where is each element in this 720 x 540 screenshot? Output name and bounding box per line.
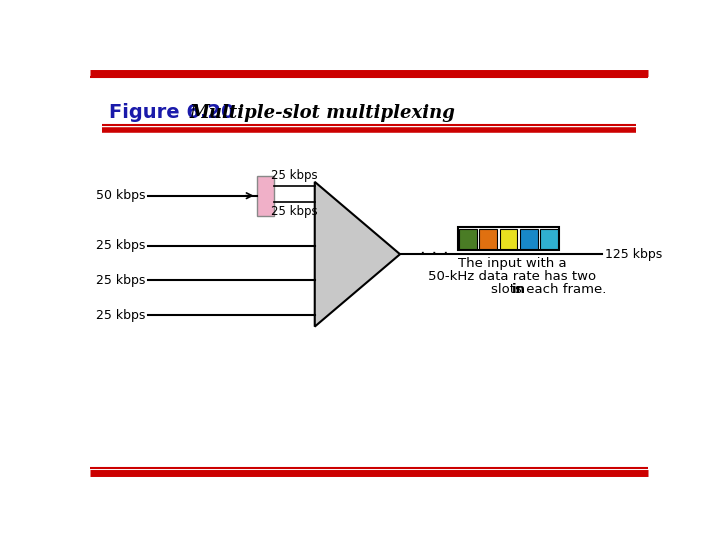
Text: each frame.: each frame. [523,283,607,296]
Bar [458,227,559,251]
Bar [520,229,538,249]
Text: 25 kbps: 25 kbps [271,169,318,182]
Text: 25 kbps: 25 kbps [96,274,145,287]
Text: Figure 6.20: Figure 6.20 [109,103,235,122]
Text: Multiple-slot multiplexing: Multiple-slot multiplexing [189,104,455,122]
Bar [256,176,274,215]
Text: 125 kbps: 125 kbps [606,248,662,261]
Text: in: in [512,283,526,296]
Text: 50 kbps: 50 kbps [96,189,145,202]
Text: 50-kHz data rate has two: 50-kHz data rate has two [428,269,596,282]
Text: 25 kbps: 25 kbps [271,205,318,218]
Text: · · ·: · · · [420,245,449,263]
Bar [540,229,558,249]
Text: 25 kbps: 25 kbps [96,308,145,321]
Bar [500,229,518,249]
Text: The input with a: The input with a [458,256,567,269]
Bar [480,229,498,249]
Bar [459,229,477,249]
Polygon shape [315,182,400,327]
Text: slots: slots [490,283,526,296]
Text: 25 kbps: 25 kbps [96,239,145,252]
